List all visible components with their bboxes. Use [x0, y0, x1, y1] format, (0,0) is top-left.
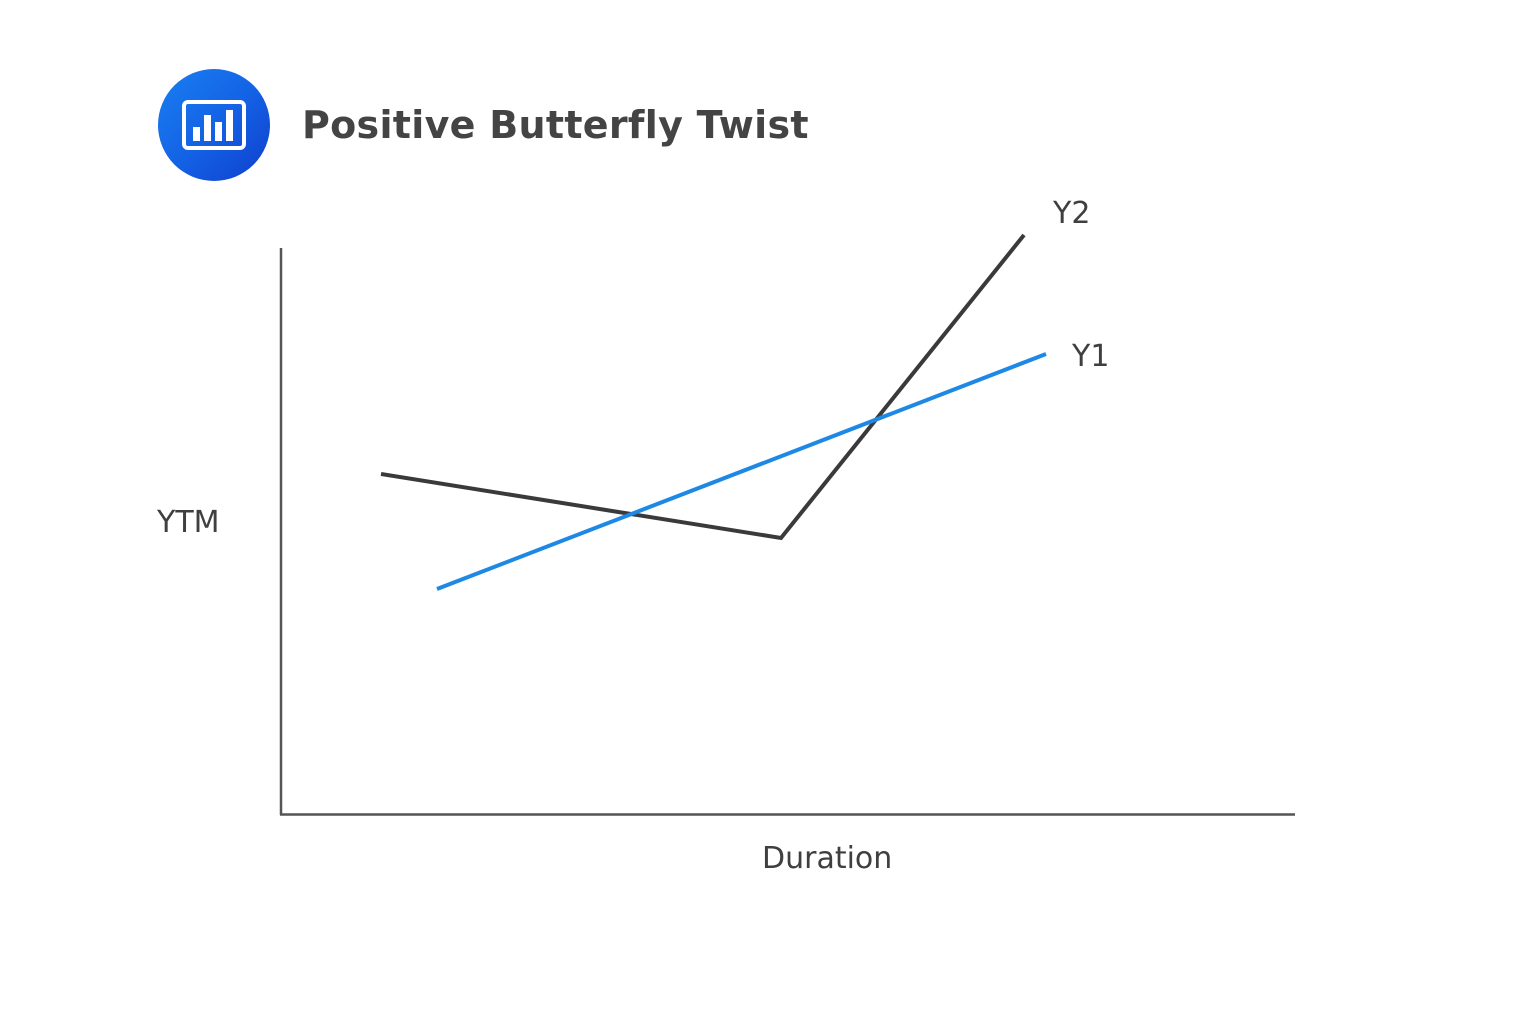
chart-header: Positive Butterfly Twist [158, 69, 809, 181]
series-y1-line [436, 352, 1047, 591]
series-y1-label: Y1 [1071, 339, 1109, 374]
y-axis-label: YTM [156, 505, 220, 540]
series-y2-label: Y2 [1052, 196, 1090, 231]
bar-chart-icon [158, 69, 270, 181]
series-y2-line [380, 233, 1026, 541]
x-axis-label: Duration [762, 841, 892, 876]
chart-title: Positive Butterfly Twist [302, 103, 809, 147]
bar-chart-glyph [182, 100, 246, 150]
